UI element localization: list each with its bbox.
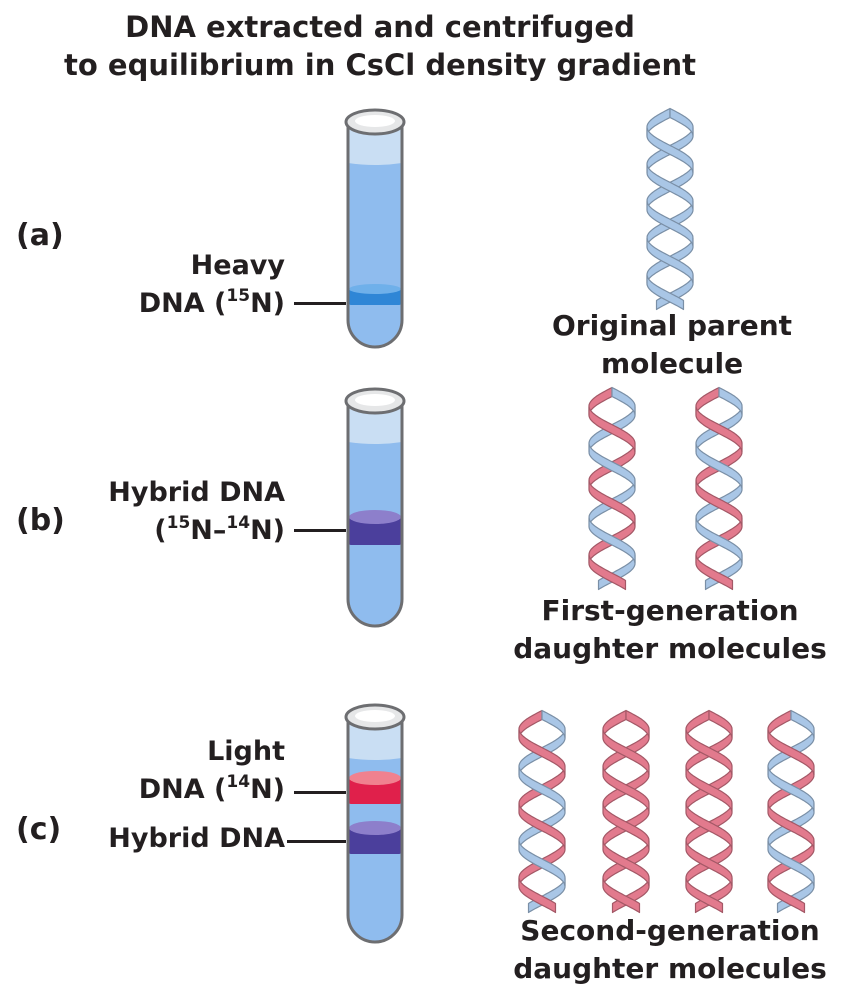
helix-strand-segment bbox=[718, 386, 743, 416]
caption-b-line2: daughter molecules bbox=[513, 632, 827, 665]
heavy-dna-label: Heavy DNA (15N) bbox=[139, 247, 285, 326]
helix-strand-segment bbox=[695, 443, 743, 489]
helix-strand-segment bbox=[518, 766, 566, 812]
helix-strand-segment bbox=[646, 274, 685, 311]
helix-strand-segment bbox=[776, 877, 815, 914]
helix-strand-segment bbox=[602, 840, 650, 887]
helix-strand-segment bbox=[767, 802, 815, 850]
part-label-b: (b) bbox=[16, 503, 65, 538]
helix-strand-segment bbox=[588, 406, 636, 453]
helix-strand-segment bbox=[602, 877, 641, 914]
dna-helix-second-gen-2 bbox=[602, 709, 650, 914]
caption-c-line2: daughter molecules bbox=[513, 952, 827, 985]
helix-strand-segment bbox=[767, 729, 815, 776]
heavy-dna-leader-line bbox=[294, 302, 346, 305]
helix-strand-segment bbox=[767, 709, 792, 739]
heavy-dna-label-line2: DNA (15N) bbox=[138, 286, 285, 319]
helix-strand-segment bbox=[518, 802, 566, 850]
helix-strand-segment bbox=[625, 709, 650, 739]
helix-strand-segment bbox=[518, 840, 566, 887]
helix-strand-segment bbox=[588, 386, 613, 416]
helix-strand-segment bbox=[685, 877, 724, 914]
helix-strand-segment bbox=[695, 554, 734, 591]
heavy-dna-label-line1: Heavy bbox=[190, 250, 285, 281]
helix-strand-segment bbox=[611, 386, 636, 416]
dna-helix-second-gen-4 bbox=[767, 709, 815, 914]
helix-strand-segment bbox=[646, 164, 694, 210]
helix-strand-segment bbox=[518, 729, 566, 776]
light-dna-label-line2: DNA (14N) bbox=[138, 772, 285, 805]
dna-helix-second-gen-1 bbox=[518, 709, 566, 914]
helix-strand-segment bbox=[518, 877, 557, 914]
helix-strand-segment bbox=[685, 709, 710, 739]
helix-strand-segment bbox=[588, 443, 636, 489]
hybrid-dna-label-c: Hybrid DNA bbox=[108, 823, 285, 854]
helix-strand-segment bbox=[767, 877, 806, 914]
caption-first-generation: First-generation daughter molecules bbox=[500, 592, 840, 668]
helix-strand-segment bbox=[518, 709, 543, 739]
light-dna-label: Light DNA (14N) bbox=[139, 733, 285, 812]
helix-strand-segment bbox=[695, 406, 743, 453]
hybrid-dna-label-line1: Hybrid DNA bbox=[108, 477, 285, 508]
helix-strand-segment bbox=[646, 107, 671, 137]
centrifuge-tube-b bbox=[344, 387, 406, 628]
helix-strand-segment bbox=[602, 802, 650, 850]
caption-second-generation: Second-generation daughter molecules bbox=[500, 912, 840, 988]
helix-strand-segment bbox=[655, 274, 694, 311]
helix-strand-segment bbox=[602, 709, 627, 739]
helix-strand-segment bbox=[685, 729, 733, 776]
helix-strand-segment bbox=[790, 709, 815, 739]
helix-strand-segment bbox=[597, 554, 636, 591]
helix-strand-segment bbox=[602, 729, 650, 776]
helix-strand-segment bbox=[669, 107, 694, 137]
dna-helix-first-gen-1 bbox=[588, 386, 636, 591]
helix-strand-segment bbox=[695, 386, 720, 416]
helix-strand-segment bbox=[685, 766, 733, 812]
helix-strand-segment bbox=[527, 877, 566, 914]
hybrid-dna-label-line2: (15N–14N) bbox=[154, 513, 285, 546]
dna-helix-first-gen-2 bbox=[695, 386, 743, 591]
helix-strand-segment bbox=[708, 709, 733, 739]
helix-strand-segment bbox=[588, 479, 636, 527]
band-light-dna bbox=[349, 778, 401, 804]
light-dna-label-line1: Light bbox=[207, 736, 285, 767]
hybrid-dna-leader-line-c bbox=[287, 840, 346, 843]
helix-strand-segment bbox=[695, 517, 743, 564]
caption-c-line1: Second-generation bbox=[520, 914, 820, 947]
helix-strand-segment bbox=[695, 479, 743, 527]
caption-a-line2: molecule bbox=[600, 347, 744, 380]
title-line-1: DNA extracted and centrifuged bbox=[125, 10, 635, 44]
band-hybrid-dna-b bbox=[349, 517, 401, 545]
caption-a-line1: Original parent bbox=[551, 309, 793, 342]
part-label-a: (a) bbox=[16, 218, 64, 253]
helix-strand-segment bbox=[767, 766, 815, 812]
helix-strand-segment bbox=[611, 877, 650, 914]
caption-b-line1: First-generation bbox=[541, 594, 799, 627]
caption-original-parent: Original parent molecule bbox=[532, 307, 812, 383]
dna-helix-parent bbox=[646, 107, 694, 311]
band-hybrid-dna-c bbox=[349, 828, 401, 854]
helix-strand-segment bbox=[646, 237, 694, 284]
helix-strand-segment bbox=[685, 802, 733, 850]
helix-strand-segment bbox=[588, 554, 627, 591]
dna-helix-second-gen-3 bbox=[685, 709, 733, 914]
title-line-2: to equilibrium in CsCl density gradient bbox=[64, 48, 696, 82]
figure-title: DNA extracted and centrifuged to equilib… bbox=[0, 8, 760, 84]
centrifuge-tube-a bbox=[344, 108, 406, 349]
helix-strand-segment bbox=[541, 709, 566, 739]
hybrid-dna-label-b: Hybrid DNA (15N–14N) bbox=[108, 474, 285, 553]
helix-strand-segment bbox=[694, 877, 733, 914]
part-label-c: (c) bbox=[16, 812, 62, 847]
helix-strand-segment bbox=[704, 554, 743, 591]
helix-strand-segment bbox=[602, 766, 650, 812]
centrifuge-tube-c bbox=[344, 703, 406, 944]
light-dna-leader-line bbox=[294, 791, 346, 794]
helix-strand-segment bbox=[646, 200, 694, 247]
helix-strand-segment bbox=[646, 127, 694, 174]
hybrid-dna-leader-line-b bbox=[294, 529, 346, 532]
helix-strand-segment bbox=[685, 840, 733, 887]
helix-strand-segment bbox=[588, 517, 636, 564]
helix-strand-segment bbox=[767, 840, 815, 887]
